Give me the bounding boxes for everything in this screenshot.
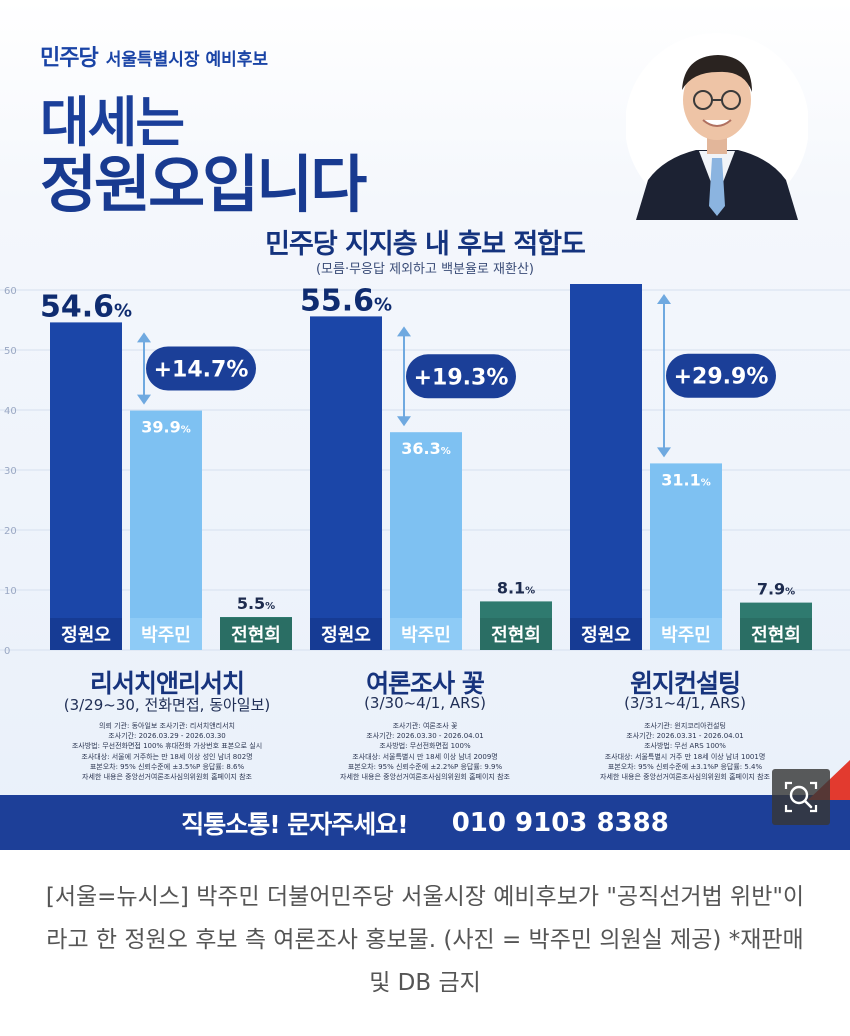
bar-name-2-1: 정원오 [321,625,371,646]
bar-name-plate-2-3 [480,618,552,650]
bar-2-2 [390,432,462,650]
data-label-1-1: 54.6% [40,289,132,324]
bar-name-plate-1-2 [130,618,202,650]
bar-name-3-2: 박주민 [661,625,711,646]
data-label-unit: % [374,294,392,315]
y-tick-label-30: 30 [4,466,17,477]
gap-arrow-head-bottom-2 [397,416,411,427]
y-tick-label-50: 50 [4,346,17,357]
pollster-name-1: 리서치앤리서치 [89,669,245,698]
bar-name-plate-2-1 [310,618,382,650]
candidate-portrait [626,33,808,220]
gap-arrow-head-top-1 [137,332,151,343]
y-tick-label-60: 60 [4,286,17,297]
methodology-1: 의뢰 기관: 동아일보 조사기관: 리서치앤리서치 조사기간: 2026.03.… [71,722,263,782]
bar-1-2 [130,410,202,650]
gap-pill-3 [666,353,776,398]
y-tick-label-20: 20 [4,526,17,537]
bar-name-1-3: 전현희 [231,625,281,646]
chart-title: 민주당 지지층 내 후보 적합도 [265,229,586,260]
poll-bar-chart: 0 10 20 30 40 50 60 정원오 54.6% 박주민 39.9% 전현희 5.5% +14.… [0,280,850,657]
data-label-unit: % [525,585,535,596]
bar-name-2-2: 박주민 [401,625,451,646]
data-label-unit: % [181,425,191,436]
gap-arrow-head-bottom-3 [657,447,671,458]
campaign-poster: 민주당 서울특별시장 예비후보 대세는 정원오입니다 민주당 지지층 내 후보 … [0,0,850,850]
bar-name-3-1: 정원오 [581,625,631,646]
bar-name-1-2: 박주민 [141,625,191,646]
bar-3-1 [570,284,642,650]
y-tick-label-0: 0 [4,646,10,657]
poll-period-2: (3/30~4/1, ARS) [364,694,486,712]
bar-name-3-3: 전현희 [751,625,801,646]
data-label-2-1: 55.6% [300,283,392,318]
pollster-name-2: 여론조사 꽃 [366,669,485,698]
footer-slogan: 직통소통! 문자주세요! [181,809,409,839]
poll-period-1: (3/29~30, 전화면접, 동아일보) [63,696,271,714]
data-label-3-1: 61.0% [560,280,652,286]
data-label-1-3: 5.5% [237,594,275,613]
headline-line-1: 대세는 [40,91,185,154]
data-label-unit: % [441,446,451,457]
data-label-1-2: 39.9% [141,418,191,437]
party-line: 민주당 서울특별시장 예비후보 [40,40,268,72]
gap-label-2: +19.3% [414,365,509,390]
bar-name-plate-2-2 [390,618,462,650]
data-label-2-3: 8.1% [497,578,535,597]
methodology-2: 조사기관: 여론조사 꽃 조사기간: 2026.03.30 - 2026.04.… [340,722,510,782]
gap-arrow-head-top-2 [397,326,411,337]
bar-1-1 [50,322,122,650]
headline-line-2: 정원오입니다 [40,148,367,221]
gap-pill-1 [146,346,256,391]
zoom-icon [784,781,818,813]
chart-subtitle: (모름·무응답 제외하고 백분율로 재환산) [315,262,535,277]
bar-name-2-3: 전현희 [491,625,541,646]
data-label-unit: % [785,587,795,598]
gap-label-1: +14.7% [154,358,249,383]
gap-arrow-head-bottom-1 [137,394,151,405]
party-name: 민주당 [40,46,99,71]
bar-name-1-1: 정원오 [61,625,111,646]
gap-label-3: +29.9% [674,365,769,390]
bar-name-plate-3-1 [570,618,642,650]
y-tick-label-40: 40 [4,406,17,417]
pollster-name-3: 윈지컨설팅 [629,669,741,698]
photo-caption: [서울=뉴시스] 박주민 더불어민주당 서울시장 예비후보가 "공직선거법 위반… [45,884,805,996]
bar-name-plate-3-3 [740,618,812,650]
zoom-button[interactable] [772,769,830,825]
bar-name-plate-1-1 [50,618,122,650]
footer-phone: 010 9103 8388 [451,807,669,838]
bar-name-plate-3-2 [650,618,722,650]
gap-pill-2 [406,354,516,399]
gap-arrow-head-top-3 [657,294,671,304]
data-label-3-3: 7.9% [757,580,795,599]
candidate-title: 서울특별시장 예비후보 [105,50,269,70]
poll-period-3: (3/31~4/1, ARS) [624,694,746,712]
bar-name-plate-1-3 [220,618,292,650]
data-label-2-2: 36.3% [401,439,451,458]
bar-2-1 [310,316,382,650]
data-label-unit: % [114,300,132,321]
data-label-unit: % [265,601,275,612]
data-label-unit: % [701,477,711,488]
data-label-unit: % [634,280,652,283]
contact-footer: 직통소통! 문자주세요! 010 9103 8388 [0,795,850,850]
y-tick-label-10: 10 [4,586,17,597]
methodology-3: 조사기관: 윈지코리아컨설팅 조사기간: 2026.03.31 - 2026.0… [600,722,770,782]
data-label-3-2: 31.1% [661,470,711,489]
